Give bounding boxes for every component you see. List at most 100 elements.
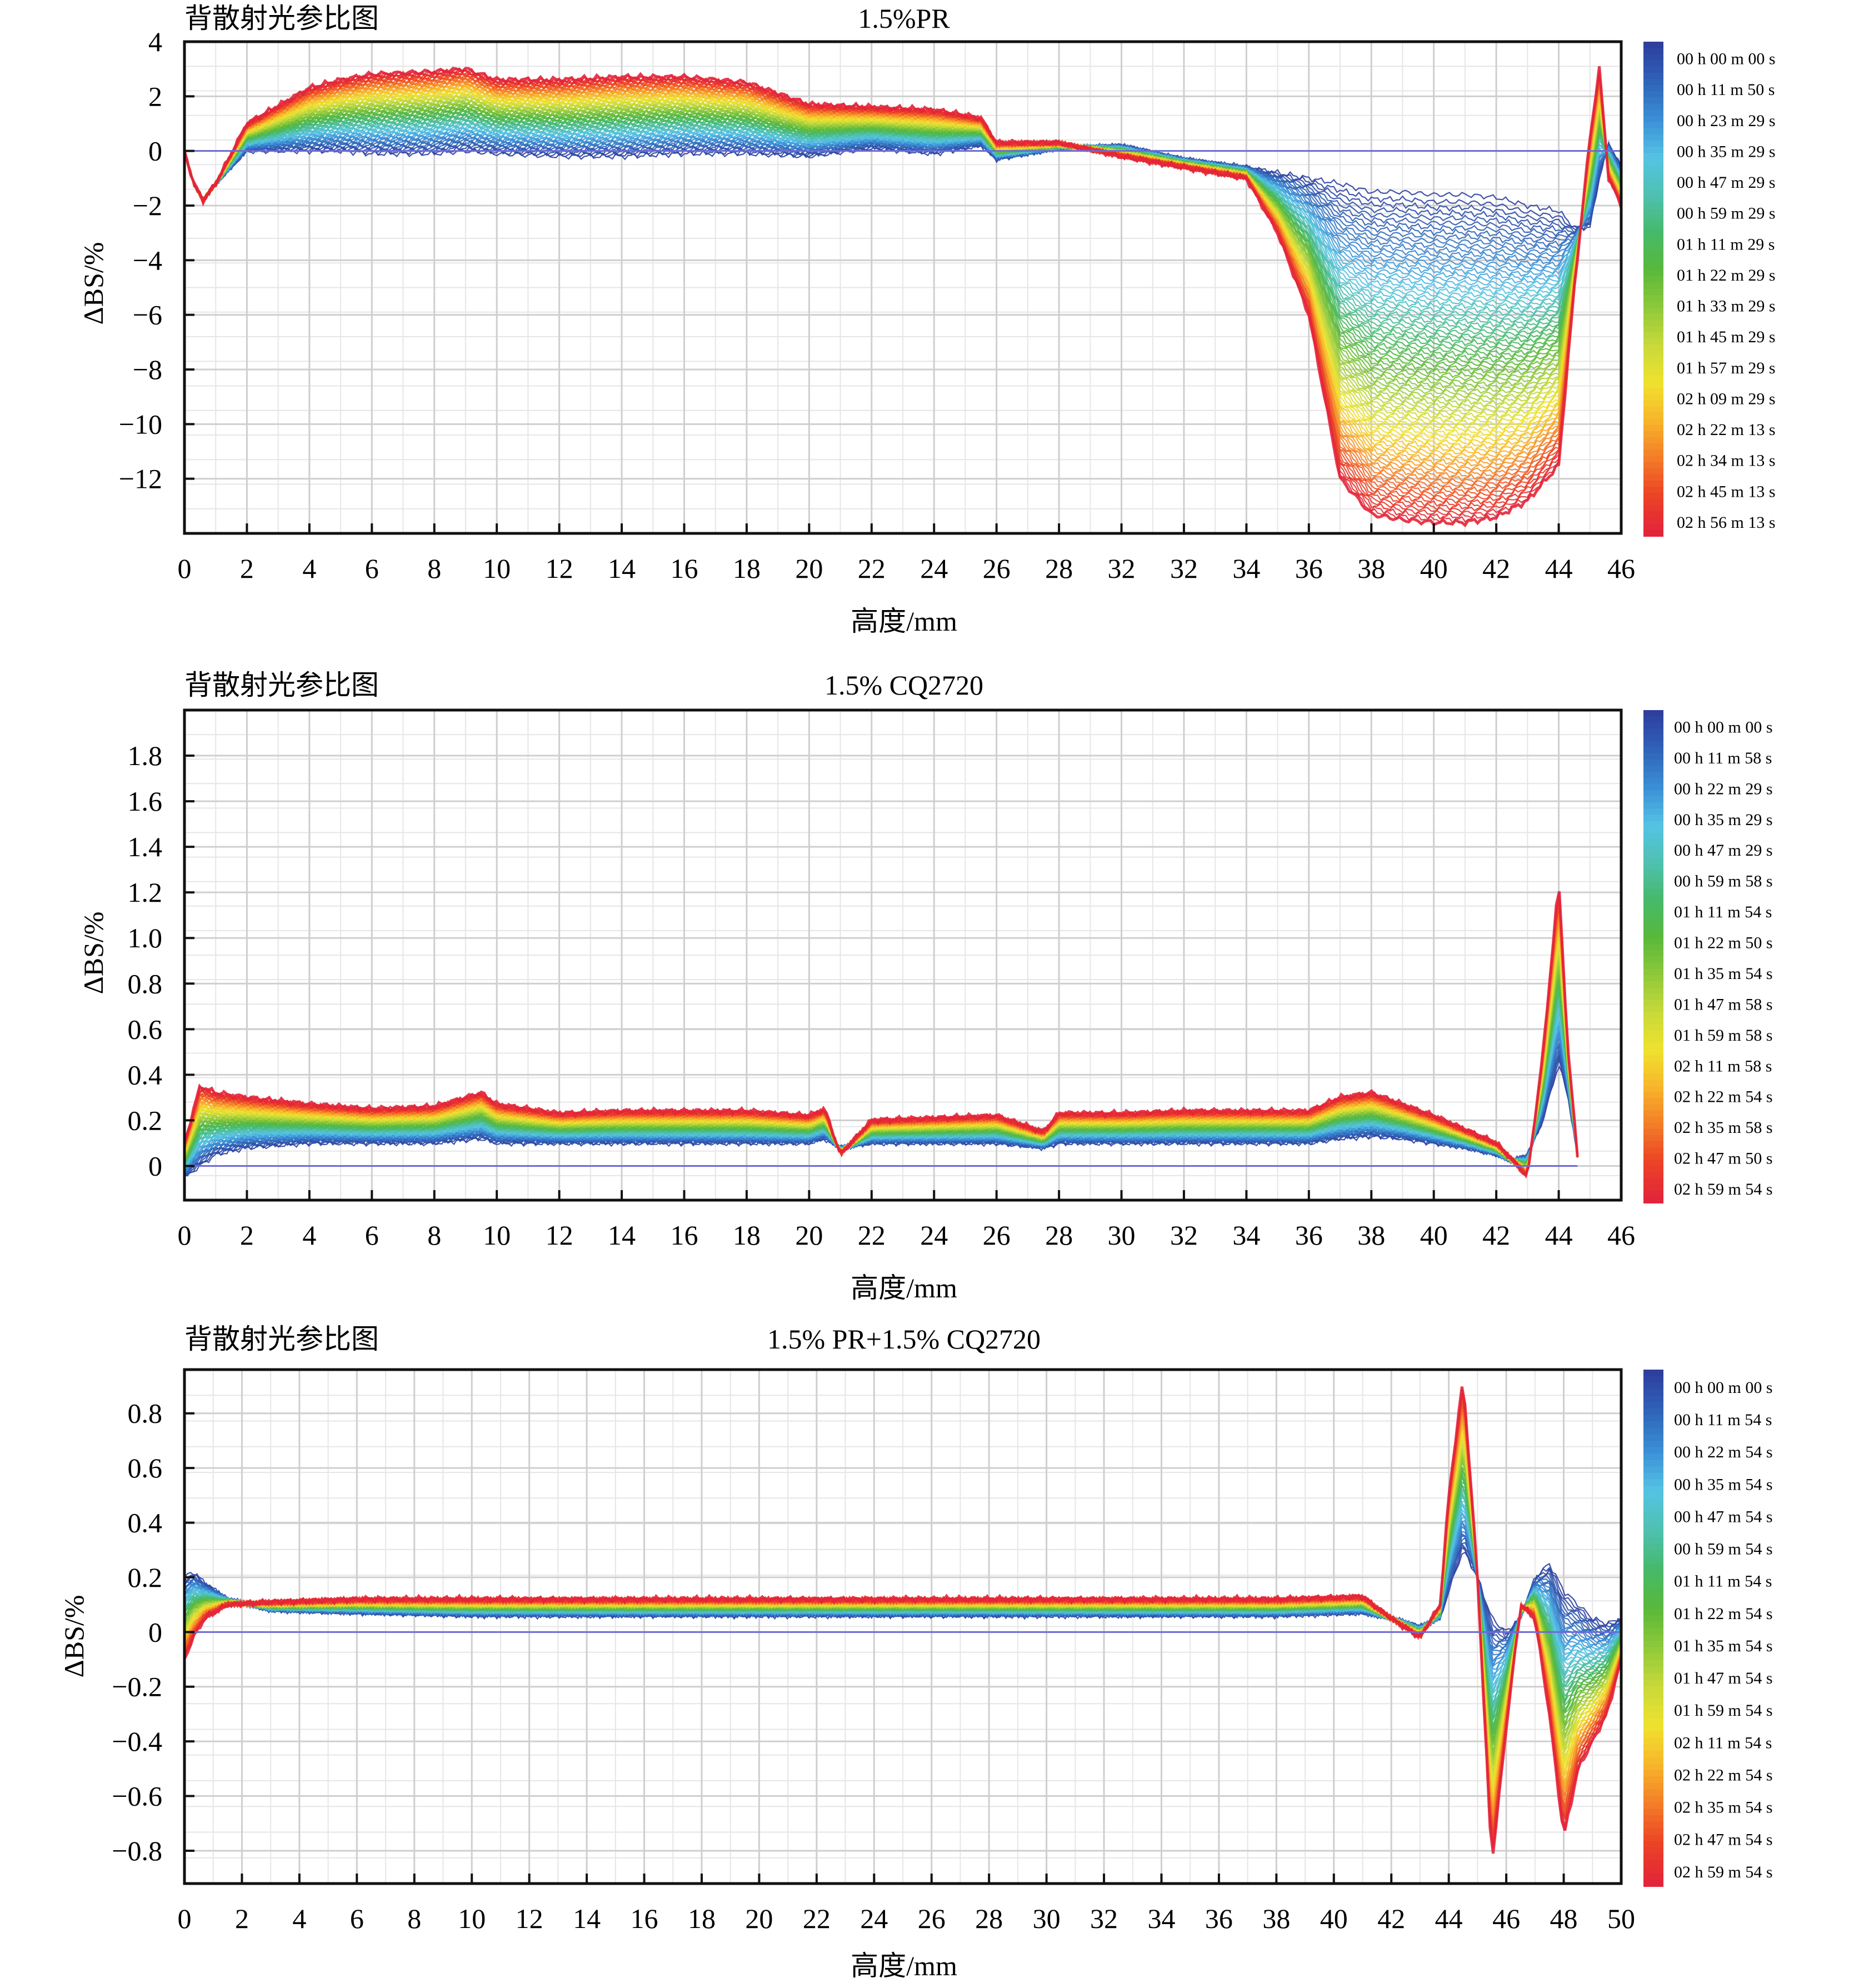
legend-color-bar (1643, 913, 1663, 920)
legend-color-bar (1643, 1473, 1663, 1480)
legend-color-bar (1643, 1525, 1663, 1532)
series-line (183, 109, 1622, 353)
legend-color-bar (1643, 171, 1663, 178)
legend-entry: 02 h 59 m 54 s (1674, 1180, 1773, 1198)
legend-color-bar (1643, 1067, 1663, 1075)
legend-color-bar (1643, 741, 1663, 748)
legend-color-bar (1643, 765, 1663, 772)
x-tick-label: 20 (745, 1903, 773, 1934)
legend-color-bar (1643, 1128, 1663, 1136)
legend-entry: 02 h 35 m 58 s (1674, 1118, 1773, 1137)
y-tick-label: 2 (148, 81, 162, 112)
legend-color-bar (1643, 1184, 1663, 1191)
x-tick-label: 10 (458, 1903, 486, 1934)
legend-color-bar (1643, 1783, 1663, 1790)
y-tick-label: 0.4 (128, 1059, 163, 1090)
legend-color-bar (1643, 246, 1663, 253)
legend-color-bar (1643, 1122, 1663, 1130)
legend-color-bar (1643, 1388, 1663, 1396)
x-tick-label: 40 (1420, 1220, 1448, 1251)
legend-color-bar (1643, 1518, 1663, 1525)
legend-color-bar (1643, 1196, 1663, 1203)
series-line (183, 66, 1623, 527)
y-tick-label: −8 (133, 354, 162, 385)
legend-color-bar (1643, 313, 1663, 321)
legend-color-bar (1643, 1460, 1663, 1467)
legend-color-bar (1643, 1048, 1663, 1056)
panel-label: 背散射光参比图 (184, 3, 379, 34)
legend-color-bar (1643, 462, 1663, 469)
legend-color-bar (1643, 1705, 1663, 1713)
legend-color-bar (1643, 72, 1663, 79)
x-tick-label: 18 (733, 553, 761, 584)
x-tick-label: 32 (1108, 553, 1136, 584)
legend-color-bar (1643, 183, 1663, 191)
legend-entry: 02 h 11 m 58 s (1674, 1057, 1772, 1075)
legend-color-bar (1643, 888, 1663, 896)
legend-color-bar (1643, 1699, 1663, 1706)
legend-color-bar (1643, 60, 1663, 67)
legend-color-bar (1643, 468, 1663, 475)
legend-color-bar (1643, 1190, 1663, 1197)
legend-color-bar (1643, 1841, 1663, 1849)
legend-color-bar (1643, 1666, 1663, 1674)
legend-color-bar (1643, 1427, 1663, 1435)
legend-color-bar (1643, 993, 1663, 1001)
legend-color-bar (1643, 1492, 1663, 1500)
legend-color-bar (1643, 190, 1663, 197)
legend-color-bar (1643, 1550, 1663, 1558)
legend-color-bar (1643, 1860, 1663, 1868)
series-line (183, 112, 1622, 347)
legend-color-bar (1643, 962, 1663, 970)
plot-area: 0 2 4 6 8 10 12 14 16 18 20 22 24 26 28 30 32 34 36 38 40 42 4… (128, 708, 1635, 1251)
x-tick-label: 20 (795, 1220, 823, 1251)
legend-color-bar (1643, 1582, 1663, 1590)
legend-entry: 01 h 35 m 54 s (1674, 1637, 1773, 1655)
legend-entry: 01 h 47 m 58 s (1674, 995, 1773, 1013)
legend-color-bar (1643, 1466, 1663, 1473)
legend-color-bar (1643, 968, 1663, 976)
y-tick-label: −4 (133, 244, 162, 276)
chart-title: 1.5% PR+1.5% CQ2720 (767, 1323, 1041, 1355)
y-tick-label: 1.4 (128, 831, 163, 862)
legend-color-bar (1643, 319, 1663, 327)
x-tick-label: 34 (1232, 1220, 1260, 1251)
legend-color-bar (1643, 147, 1663, 154)
panel-3: 背散射光参比图 1.5% PR+1.5% CQ2720 0 2 4 6 8 10 12 14 1… (58, 1323, 1773, 1981)
legend-color-bar (1643, 821, 1663, 828)
x-tick-label: 30 (1108, 1220, 1136, 1251)
legend-color-bar (1643, 1680, 1663, 1687)
x-axis: 0 2 4 6 8 10 12 14 16 18 20 22 24 26 28 32 32 34 36 38 40 42 4… (178, 523, 1635, 584)
legend-color-bar (1643, 418, 1663, 426)
x-tick-label: 0 (178, 1903, 192, 1934)
legend-color-bar (1643, 1809, 1663, 1816)
legend-entry: 01 h 22 m 29 s (1677, 266, 1776, 284)
legend-color-bar (1643, 987, 1663, 995)
legend-color-bar (1643, 1531, 1663, 1539)
legend-entry: 01 h 11 m 54 s (1674, 903, 1772, 921)
legend-color-bar (1643, 208, 1663, 216)
x-tick-label: 34 (1147, 1903, 1175, 1934)
x-axis: 0 2 4 6 8 10 12 14 16 18 20 22 24 26 28 30 32 34 36 38 40 42 4… (178, 1190, 1635, 1251)
x-tick-label: 32 (1090, 1903, 1118, 1934)
x-tick-label: 10 (483, 553, 511, 584)
legend-entry: 01 h 11 m 29 s (1677, 235, 1775, 253)
x-tick-label: 24 (860, 1903, 888, 1934)
x-tick-label: 4 (302, 1220, 316, 1251)
y-tick-label: 0.8 (128, 1398, 163, 1429)
legend-color-bar (1643, 1737, 1663, 1745)
legend-color-bar (1643, 499, 1663, 506)
legend-entry: 02 h 09 m 29 s (1677, 389, 1776, 408)
legend-color-bar (1643, 796, 1663, 803)
x-tick-label: 42 (1482, 1220, 1510, 1251)
legend-color-bar (1643, 233, 1663, 240)
legend-color-bar (1643, 1024, 1663, 1031)
x-tick-label: 26 (918, 1903, 946, 1934)
legend-color-bar (1643, 815, 1663, 822)
legend-color-bar (1643, 357, 1663, 364)
y-tick-label: −0.4 (112, 1726, 162, 1757)
legend-entry: 01 h 35 m 54 s (1674, 965, 1773, 983)
legend-color-bar (1643, 295, 1663, 302)
y-tick-label: −6 (133, 299, 162, 331)
x-axis-label: 高度/mm (851, 1950, 957, 1981)
